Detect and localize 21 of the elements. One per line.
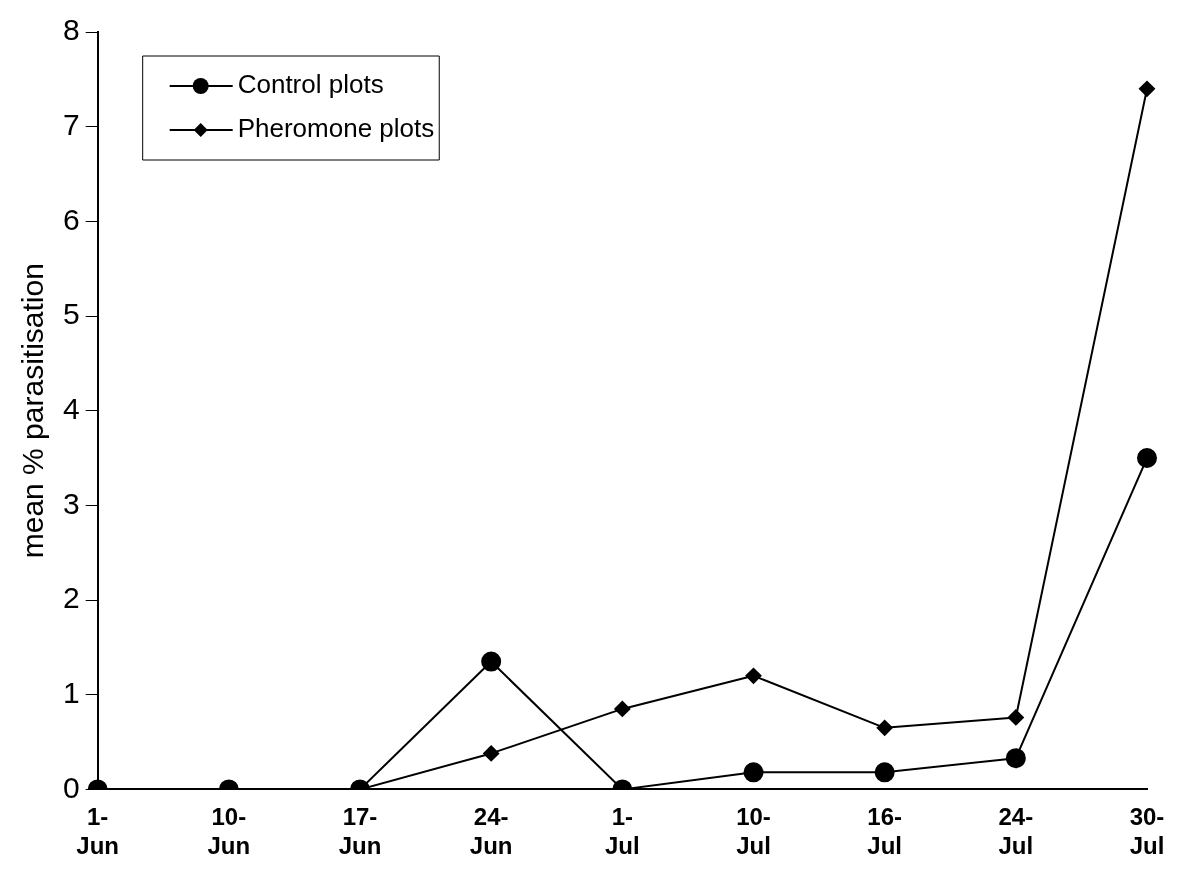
x-tick-label: 10-Jun (207, 803, 251, 860)
y-tick-label: 7 (63, 107, 80, 141)
y-tick-label: 0 (63, 770, 80, 804)
legend-label: Pheromone plots (237, 113, 435, 144)
x-tick-label: 24-Jun (469, 803, 513, 860)
x-tick-label: 16-Jul (867, 803, 903, 860)
y-tick-label: 2 (63, 581, 80, 615)
x-tick-label: 17-Jun (338, 803, 382, 860)
x-tick-label: 30-Jul (1129, 803, 1165, 860)
y-tick-label: 5 (63, 297, 80, 331)
y-axis-title: mean % parasitisation (16, 263, 50, 559)
x-tick-label: 1-Jul (605, 803, 640, 860)
y-tick-label: 1 (63, 675, 80, 709)
legend-label: Control plots (237, 69, 384, 100)
y-tick-label: 8 (63, 13, 80, 47)
x-tick-label: 10-Jul (736, 803, 771, 860)
y-tick-label: 3 (63, 486, 80, 520)
x-tick-label: 24-Jul (998, 803, 1034, 860)
y-tick-label: 4 (63, 391, 80, 425)
x-tick-label: 1-Jun (76, 803, 120, 860)
y-tick-label: 6 (63, 202, 80, 236)
